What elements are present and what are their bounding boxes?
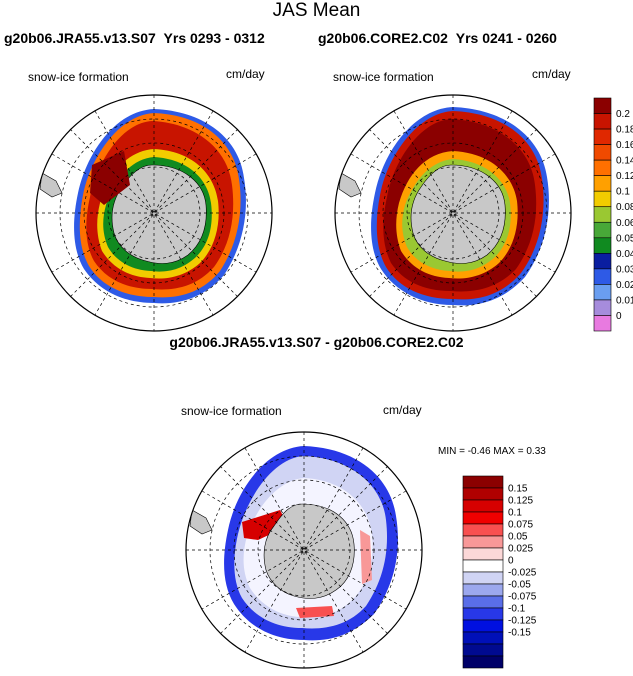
panel2-case-title: g20b06.CORE2.C02 Yrs 0241 - 0260 — [318, 30, 557, 46]
colorbar-swatch — [593, 128, 612, 145]
map-boundary-circle — [35, 94, 273, 332]
colorbar-swatch — [593, 253, 612, 270]
colorbar-tick-label: 0.18 — [616, 125, 633, 136]
polar-map-core2 — [334, 94, 572, 332]
colorbar-top: 0.2 0.18 0.16 0.14 0.12 0.1 0.08 0.06 0.05 0.04 0.… — [593, 97, 633, 332]
colorbar-tick-label: 0.025 — [508, 544, 533, 555]
panel1-years: Yrs 0293 - 0312 — [163, 30, 265, 46]
colorbar-swatch — [593, 175, 612, 192]
map-boundary-circle — [185, 431, 423, 669]
colorbar-swatch — [593, 113, 612, 130]
difference-min-max: MIN = -0.46 MAX = 0.33 — [438, 446, 546, 457]
difference-units: cm/day — [383, 403, 422, 417]
graticule — [186, 432, 422, 668]
colorbar-tick-label: 0 — [508, 556, 514, 567]
colorbar-swatch — [593, 159, 612, 176]
colorbar-swatch — [462, 559, 504, 573]
colorbar-swatch — [462, 487, 504, 501]
colorbar-tick-label: -0.15 — [508, 628, 531, 639]
colorbar-tick-label: -0.1 — [508, 604, 526, 615]
panel1-variable: snow-ice formation — [28, 70, 129, 84]
graticule — [36, 95, 272, 331]
south-america-land — [189, 509, 213, 535]
polar-map-jra55 — [35, 94, 273, 332]
colorbar-swatch — [462, 547, 504, 561]
colorbar-swatch — [462, 595, 504, 609]
colorbar-swatch — [462, 475, 504, 489]
colorbar-difference: 0.150.1250.10.0750.050.0250-0.025-0.05-0… — [462, 475, 537, 669]
panel1-case-title: g20b06.JRA55.v13.S07 Yrs 0293 - 0312 — [4, 30, 265, 46]
colorbar-tick-label: 0.125 — [508, 496, 533, 507]
colorbar-tick-label: 0.14 — [616, 156, 633, 167]
colorbar-swatch — [462, 607, 504, 621]
colorbar-tick-label: -0.05 — [508, 580, 531, 591]
colorbar-tick-label: 0.075 — [508, 520, 533, 531]
colorbar-swatch — [462, 523, 504, 537]
diff-positive-ross — [296, 606, 334, 618]
colorbar-tick-label: 0.05 — [616, 233, 633, 244]
colorbar-tick-label: -0.125 — [508, 616, 537, 627]
colorbar-swatch — [593, 144, 612, 161]
colorbar-swatch — [593, 315, 612, 332]
panel1-units: cm/day — [226, 67, 265, 81]
colorbar-tick-label: -0.025 — [508, 568, 537, 579]
colorbar-swatch — [593, 284, 612, 301]
antarctica-land — [410, 164, 506, 264]
colorbar-tick-label: 0 — [616, 311, 622, 322]
panel1-case: g20b06.JRA55.v13.S07 — [4, 30, 156, 46]
colorbar-tick-label: 0.2 — [616, 109, 630, 120]
polar-map-difference — [185, 431, 423, 669]
colorbar-swatch — [593, 206, 612, 223]
panel2-case: g20b06.CORE2.C02 — [318, 30, 448, 46]
colorbar-tick-label: 0.16 — [616, 140, 633, 151]
weddell-darkred-patch — [90, 151, 130, 205]
panel2-variable: snow-ice formation — [333, 70, 434, 84]
graticule — [335, 95, 571, 331]
colorbar-swatch — [593, 97, 612, 114]
colorbar-swatch — [593, 190, 612, 208]
colorbar-swatch — [593, 221, 612, 239]
colorbar-tick-label: 0.1 — [616, 187, 630, 198]
main-title: JAS Mean — [272, 0, 361, 21]
colorbar-swatch — [593, 237, 612, 254]
colorbar-swatch — [462, 631, 504, 645]
colorbar-swatch — [593, 268, 612, 285]
colorbar-tick-label: 0.08 — [616, 202, 633, 213]
south-america-land — [39, 172, 63, 198]
colorbar-swatch — [462, 619, 504, 633]
colorbar-tick-label: 0.05 — [508, 532, 528, 543]
colorbar-swatch — [462, 499, 504, 513]
difference-title: g20b06.JRA55.v13.S07 - g20b06.CORE2.C02 — [169, 334, 464, 350]
colorbar-tick-label: 0.06 — [616, 218, 633, 229]
map-boundary-circle — [334, 94, 572, 332]
colorbar-tick-label: 0.12 — [616, 171, 633, 182]
panel2-units: cm/day — [532, 67, 571, 81]
colorbar-swatch — [462, 511, 504, 525]
colorbar-swatch — [462, 655, 504, 669]
colorbar-tick-label: 0.02 — [616, 280, 633, 291]
colorbar-swatch — [462, 535, 504, 549]
diff-positive-east — [360, 530, 372, 584]
colorbar-tick-label: 0.04 — [616, 249, 633, 260]
colorbar-tick-label: 0.1 — [508, 508, 522, 519]
colorbar-tick-label: -0.075 — [508, 592, 537, 603]
difference-variable: snow-ice formation — [181, 404, 282, 418]
south-america-land — [338, 172, 362, 198]
panel2-years: Yrs 0241 - 0260 — [455, 30, 557, 46]
antarctica-land — [263, 503, 355, 599]
colorbar-tick-label: 0.01 — [616, 295, 633, 306]
colorbar-swatch — [593, 299, 612, 316]
colorbar-swatch — [462, 583, 504, 597]
colorbar-swatch — [462, 571, 504, 585]
colorbar-tick-label: 0.03 — [616, 264, 633, 275]
colorbar-swatch — [462, 643, 504, 657]
colorbar-tick-label: 0.15 — [508, 484, 528, 495]
